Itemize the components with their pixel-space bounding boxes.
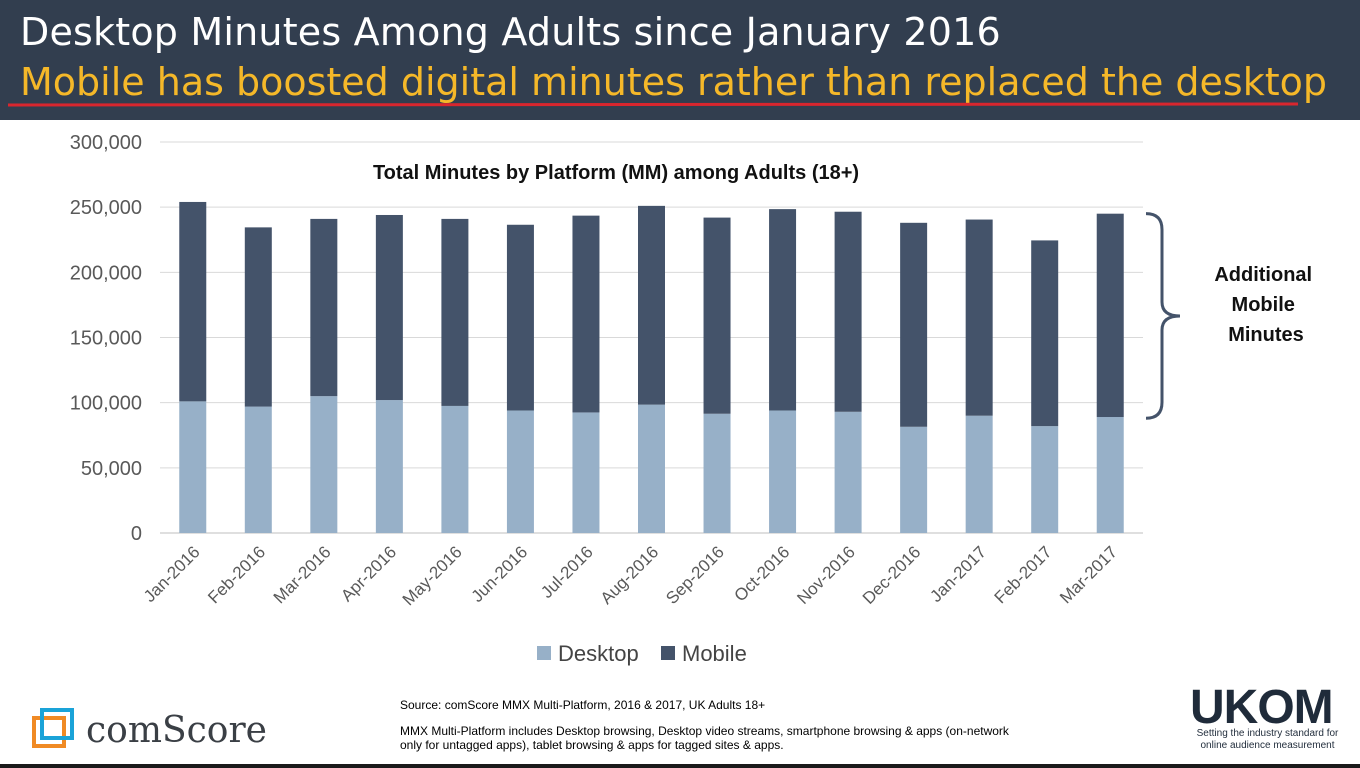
- slide-title: Desktop Minutes Among Adults since Janua…: [20, 10, 1001, 54]
- x-tick-label: Nov-2016: [793, 542, 859, 608]
- legend-swatch-desktop: [537, 646, 551, 660]
- bar-mobile-oct-2016: [769, 209, 797, 411]
- x-tick-label: Mar-2016: [270, 542, 335, 607]
- y-tick-label: 300,000: [70, 132, 142, 154]
- bracket-icon: [1145, 212, 1181, 420]
- bars: [179, 201, 1124, 533]
- subtitle-underline: [8, 102, 1298, 107]
- annotation-line-1: Additional: [1214, 264, 1312, 286]
- bar-desktop-aug-2016: [638, 404, 665, 533]
- bar-desktop-jul-2016: [572, 412, 600, 533]
- x-tick-label: Dec-2016: [859, 542, 925, 608]
- source-note: Source: comScore MMX Multi-Platform, 201…: [400, 698, 766, 712]
- bar-mobile-nov-2016: [834, 211, 862, 412]
- bar-desktop-sep-2016: [703, 413, 731, 533]
- bar-desktop-jun-2016: [506, 410, 534, 533]
- bar-desktop-feb-2017: [1031, 426, 1059, 533]
- legend: Desktop Mobile: [537, 641, 747, 666]
- bar-desktop-jan-2016: [179, 401, 207, 533]
- bar-mobile-jan-2016: [179, 201, 207, 402]
- bar-desktop-feb-2016: [244, 406, 272, 533]
- slide-subtitle: Mobile has boosted digital minutes rathe…: [20, 60, 1327, 104]
- bar-mobile-jan-2017: [965, 219, 993, 416]
- bar-desktop-jan-2017: [965, 415, 993, 533]
- ukom-logo-text: UKOM: [1190, 681, 1334, 734]
- bar-mobile-mar-2016: [310, 218, 338, 397]
- annotation-line-3: Minutes: [1228, 324, 1304, 346]
- bar-mobile-sep-2016: [703, 217, 731, 414]
- x-tick-label: Sep-2016: [662, 542, 728, 608]
- x-tick-label: Jul-2016: [537, 542, 597, 602]
- legend-swatch-mobile: [661, 646, 675, 660]
- bar-desktop-apr-2016: [375, 400, 403, 533]
- x-tick-label: Apr-2016: [337, 542, 400, 605]
- stacked-bar-chart: 300,000 250,000 200,000 150,000 100,000 50,00…: [70, 132, 1317, 666]
- x-tick-label: Feb-2017: [991, 542, 1056, 607]
- x-axis-ticks: Jan-2016 Feb-2016 Mar-2016 Apr-2016May-2016…: [140, 542, 1121, 609]
- bar-mobile-jun-2016: [506, 224, 534, 411]
- y-tick-label: 100,000: [70, 393, 142, 415]
- bar-mobile-dec-2016: [900, 222, 928, 427]
- bar-desktop-mar-2016: [310, 396, 338, 533]
- x-tick-label: Oct-2016: [731, 542, 794, 605]
- x-tick-label: May-2016: [399, 542, 466, 609]
- legend-label-desktop: Desktop: [558, 641, 639, 666]
- y-tick-label: 150,000: [70, 328, 142, 350]
- bar-mobile-aug-2016: [638, 205, 665, 405]
- comscore-logo-icon: [32, 708, 74, 748]
- bar-desktop-mar-2017: [1096, 417, 1124, 533]
- ukom-tagline: Setting the industry standard for online…: [1196, 728, 1339, 751]
- header-banner: Desktop Minutes Among Adults since Janua…: [0, 0, 1360, 120]
- bar-desktop-nov-2016: [834, 411, 862, 533]
- legend-label-mobile: Mobile: [682, 641, 747, 666]
- bar-mobile-feb-2016: [244, 227, 272, 407]
- bottom-rule: [0, 764, 1360, 768]
- bar-mobile-jul-2016: [572, 215, 600, 413]
- x-tick-label: Mar-2017: [1056, 542, 1121, 607]
- bar-mobile-may-2016: [441, 218, 469, 406]
- bar-desktop-dec-2016: [900, 426, 928, 533]
- y-axis-ticks: 300,000 250,000 200,000 150,000 100,000 50,00…: [70, 132, 142, 545]
- bar-mobile-apr-2016: [375, 214, 403, 401]
- x-tick-label: Jun-2016: [468, 542, 532, 606]
- x-tick-label: Aug-2016: [597, 542, 663, 608]
- y-tick-label: 200,000: [70, 262, 142, 284]
- y-tick-label: 250,000: [70, 197, 142, 219]
- methodology-note: MMX Multi-Platform includes Desktop brow…: [400, 724, 1009, 752]
- annotation-line-2: Mobile: [1232, 294, 1295, 316]
- chart-title: Total Minutes by Platform (MM) among Adu…: [373, 162, 859, 184]
- x-tick-label: Jan-2017: [926, 542, 990, 606]
- y-tick-label: 0: [131, 523, 142, 545]
- x-tick-label: Jan-2016: [140, 542, 204, 606]
- annotation-text: Additional Mobile Minutes: [1214, 264, 1317, 346]
- bar-desktop-may-2016: [441, 405, 469, 533]
- x-tick-label: Feb-2016: [204, 542, 269, 607]
- bar-desktop-oct-2016: [769, 410, 797, 533]
- y-tick-label: 50,000: [81, 458, 142, 480]
- bar-mobile-mar-2017: [1096, 213, 1124, 418]
- comscore-logo-text: comScore: [86, 710, 267, 751]
- bar-mobile-feb-2017: [1031, 240, 1059, 427]
